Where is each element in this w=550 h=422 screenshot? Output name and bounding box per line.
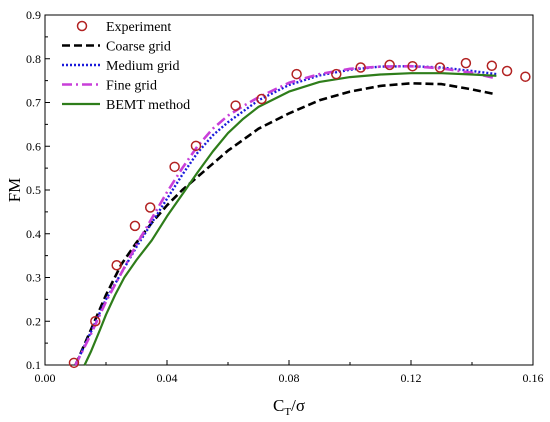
x-tick-label: 0.04 <box>157 371 178 385</box>
legend-label-experiment: Experiment <box>106 20 171 35</box>
series-line-coarse-grid <box>74 82 494 366</box>
x-tick-label: 0.16 <box>523 371 544 385</box>
svg-text:CT/σ: CT/σ <box>273 396 305 418</box>
series-line-fine-grid <box>74 64 497 366</box>
data-point <box>501 65 513 77</box>
series-experiment <box>68 57 531 369</box>
data-point <box>355 62 366 73</box>
x-axis-title-main: C <box>273 396 284 415</box>
data-point <box>190 140 202 152</box>
data-point <box>256 93 267 105</box>
legend-marker-experiment <box>76 20 88 32</box>
series-line-bemt-method <box>83 72 497 366</box>
y-tick-label: 0.9 <box>26 8 41 22</box>
y-tick-label: 0.4 <box>26 227 41 241</box>
legend-label-fine-grid: Fine grid <box>106 79 157 94</box>
y-tick-label: 0.5 <box>26 183 41 197</box>
x-axis: 0.00 0.04 0.08 0.12 0.16 <box>35 360 544 385</box>
data-point <box>520 71 531 82</box>
data-point <box>144 202 156 213</box>
series-layer <box>68 57 531 369</box>
y-tick-label: 0.2 <box>26 314 41 328</box>
data-point <box>434 62 446 73</box>
x-tick-label: 0.08 <box>279 371 300 385</box>
y-axis: 0.1 0.2 0.3 0.4 0.5 0.6 0.7 0.8 0.9 <box>26 8 50 372</box>
data-point <box>169 161 180 173</box>
data-point <box>68 357 80 369</box>
legend-label-bemt-method: BEMT method <box>106 98 190 113</box>
series-line-medium-grid <box>74 64 497 366</box>
y-tick-label: 0.6 <box>26 139 41 153</box>
y-tick-label: 0.3 <box>26 271 41 285</box>
data-point <box>486 60 498 71</box>
x-tick-label: 0.12 <box>401 371 422 385</box>
data-point <box>90 316 101 327</box>
data-point <box>129 220 141 232</box>
data-point <box>331 68 342 80</box>
y-tick-label: 0.8 <box>26 52 41 66</box>
data-point <box>111 260 122 271</box>
legend-label-medium-grid: Medium grid <box>106 59 180 74</box>
x-tick-label: 0.00 <box>35 371 56 385</box>
x-axis-title-tail: /σ <box>291 396 305 415</box>
y-axis-title: FM <box>5 178 24 203</box>
data-point <box>407 60 418 72</box>
data-point <box>230 100 241 111</box>
x-axis-title-subscript: T <box>284 406 291 418</box>
y-tick-label: 0.7 <box>26 96 41 110</box>
data-point <box>460 57 472 69</box>
legend-label-coarse-grid: Coarse grid <box>106 40 171 55</box>
x-axis-title: CT/σ <box>273 396 305 418</box>
data-point <box>291 68 302 80</box>
legend: Experiment Coarse grid Medium grid Fine gri… <box>62 20 190 113</box>
data-point <box>384 59 395 71</box>
y-tick-label: 0.1 <box>26 358 41 372</box>
